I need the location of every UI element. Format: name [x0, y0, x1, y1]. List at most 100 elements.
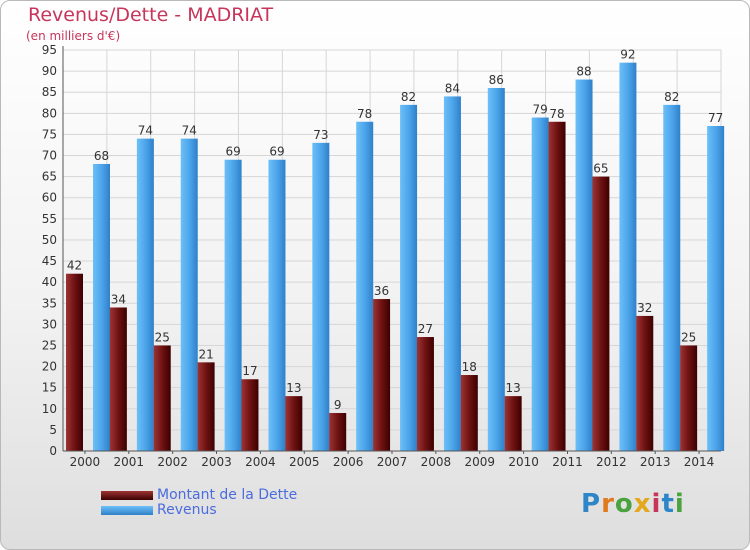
revenus-bar: [312, 142, 330, 451]
x-tick-label: 2007: [377, 455, 408, 469]
x-tick-label: 2008: [421, 455, 452, 469]
x-tick-label: 2014: [684, 455, 715, 469]
data-label: 69: [225, 145, 240, 159]
logo-letter: o: [614, 489, 634, 519]
data-label: 84: [445, 81, 460, 95]
revenus-bar: [531, 117, 549, 452]
data-label: 88: [576, 65, 591, 79]
y-tick-label: 5: [49, 423, 57, 437]
data-label: 77: [708, 111, 723, 125]
data-label: 27: [418, 322, 433, 336]
revenus-bar: [663, 104, 681, 451]
data-label: 78: [357, 107, 372, 121]
y-tick-label: 60: [42, 191, 57, 205]
y-tick-label: 75: [42, 127, 57, 141]
revenus-bar: [356, 121, 374, 451]
revenus-bar: [400, 104, 418, 451]
y-tick-label: 10: [42, 402, 57, 416]
y-tick-label: 70: [42, 149, 57, 163]
data-label: 74: [138, 124, 153, 138]
dette-bar: [66, 273, 83, 451]
logo-letter: r: [601, 489, 615, 519]
dette-bar: [460, 375, 478, 451]
legend-swatch-revenus: [101, 505, 153, 515]
y-tick-label: 65: [42, 170, 57, 184]
dette-bar: [416, 337, 434, 451]
data-label: 34: [111, 292, 126, 306]
dette-bar: [504, 396, 522, 451]
y-tick-label: 85: [42, 85, 57, 99]
revenus-bar: [136, 138, 154, 452]
data-label: 79: [533, 103, 548, 117]
logo-letter: i: [651, 489, 662, 519]
chart-subtitle: (en milliers d'€): [26, 29, 121, 43]
y-tick-label: 80: [42, 106, 57, 120]
x-tick-label: 2001: [114, 455, 145, 469]
y-tick-label: 15: [42, 381, 57, 395]
logo-letter: P: [581, 489, 602, 519]
legend-label-revenus: Revenus: [157, 502, 217, 518]
dette-bar: [548, 121, 566, 451]
dette-bar: [636, 315, 654, 451]
dette-bar: [241, 379, 259, 451]
x-tick-label: 2011: [552, 455, 583, 469]
revenus-bar: [487, 87, 505, 451]
revenus-bar: [443, 96, 461, 451]
y-tick-label: 30: [42, 317, 57, 331]
legend-label-dette: Montant de la Dette: [157, 487, 298, 503]
y-tick-label: 35: [42, 296, 57, 310]
data-label: 32: [637, 301, 652, 315]
x-tick-label: 2000: [70, 455, 101, 469]
y-tick-label: 90: [42, 64, 57, 78]
logo-letter: x: [633, 489, 652, 519]
x-tick-label: 2004: [245, 455, 276, 469]
dette-bar: [109, 307, 127, 451]
data-label: 78: [549, 107, 564, 121]
x-tick-label: 2012: [596, 455, 627, 469]
y-tick-label: 40: [42, 275, 57, 289]
x-tick-label: 2009: [464, 455, 495, 469]
data-label: 13: [506, 381, 521, 395]
data-label: 82: [664, 90, 679, 104]
legend-item-dette: Montant de la Dette: [101, 487, 297, 503]
legend-swatch-dette: [101, 490, 153, 500]
y-tick-label: 25: [42, 338, 57, 352]
dette-bar: [592, 176, 610, 451]
label-layer: 42 68 34 74 25 74 21 69 17 69 13 73 9 78 36 82 27 84 18 86 1…: [67, 48, 723, 412]
data-label: 21: [198, 347, 213, 361]
revenus-bar: [619, 62, 637, 452]
x-tick-label: 2006: [333, 455, 364, 469]
dette-bar: [197, 362, 215, 451]
y-tick-label: 55: [42, 212, 57, 226]
data-label: 86: [489, 73, 504, 87]
data-label: 69: [269, 145, 284, 159]
data-label: 92: [620, 48, 635, 62]
data-label: 36: [374, 284, 389, 298]
x-tick-label: 2003: [201, 455, 232, 469]
data-label: 68: [94, 149, 109, 163]
dette-bar: [329, 413, 347, 451]
bar-layer: [66, 62, 725, 452]
data-label: 73: [313, 128, 328, 142]
y-tick-label: 0: [49, 444, 57, 458]
revenus-bar: [180, 138, 198, 452]
x-tick-label: 2005: [289, 455, 320, 469]
data-label: 17: [242, 364, 257, 378]
revenus-bar: [224, 159, 242, 451]
x-tick-label: 2010: [508, 455, 539, 469]
dette-bar: [153, 345, 171, 451]
dette-bar: [373, 299, 391, 451]
y-tick-label: 50: [42, 233, 57, 247]
y-tick-label: 95: [42, 43, 57, 57]
data-label: 18: [462, 360, 477, 374]
x-tick-label: 2002: [157, 455, 188, 469]
x-tick-label: 2013: [640, 455, 671, 469]
proxiti-logo: Proxiti: [581, 489, 685, 519]
chart-title: Revenus/Dette - MADRIAT: [28, 4, 274, 26]
legend-item-revenus: Revenus: [101, 502, 217, 518]
revenus-bar: [268, 159, 286, 451]
dette-bar: [285, 396, 303, 451]
revenus-bar: [93, 163, 110, 451]
